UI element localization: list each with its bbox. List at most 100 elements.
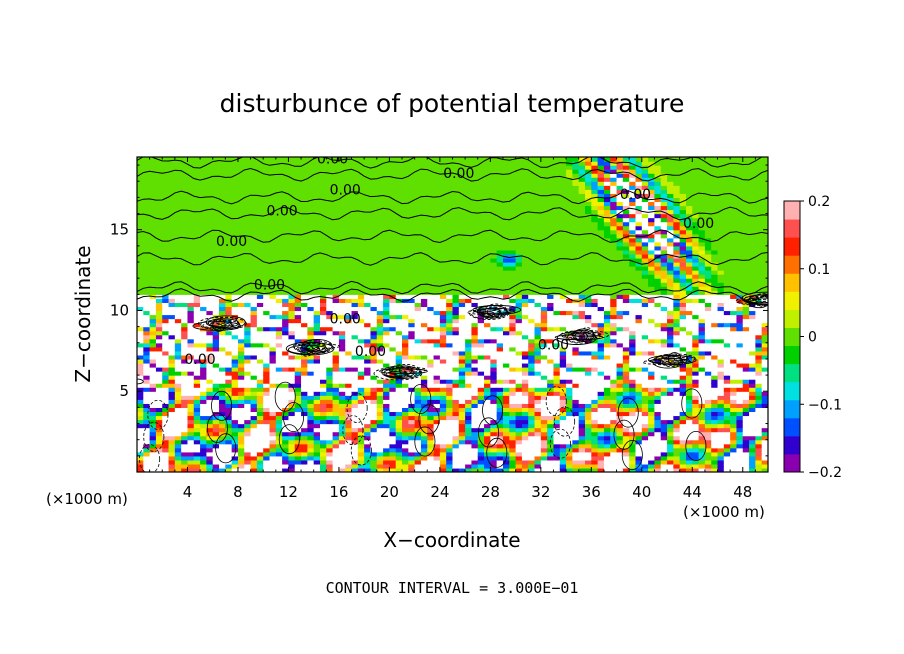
field-cell xyxy=(408,455,416,461)
field-cell xyxy=(345,447,353,453)
field-cell xyxy=(174,245,182,251)
field-cell xyxy=(471,427,479,433)
field-cell xyxy=(389,181,397,186)
field-cell xyxy=(231,193,239,198)
field-cell xyxy=(338,249,346,255)
field-cell xyxy=(490,330,498,336)
field-cell xyxy=(219,427,226,433)
field-cell xyxy=(212,423,220,429)
field-cell xyxy=(244,455,252,461)
field-cell xyxy=(490,423,498,429)
field-cell xyxy=(484,358,491,364)
field-cell xyxy=(301,354,308,360)
field-cell xyxy=(376,290,384,295)
field-cell xyxy=(402,294,409,299)
field-cell xyxy=(137,395,144,400)
field-cell xyxy=(294,262,302,267)
field-cell xyxy=(269,451,277,457)
field-cell xyxy=(490,177,498,182)
field-cell xyxy=(452,459,460,465)
field-cell xyxy=(484,427,491,433)
field-cell xyxy=(326,193,334,198)
field-cell xyxy=(433,221,441,227)
field-cell xyxy=(225,249,233,255)
field-cell xyxy=(521,354,529,360)
field-cell xyxy=(490,354,498,360)
field-cell xyxy=(351,237,359,243)
field-cell xyxy=(225,173,233,178)
field-cell xyxy=(237,330,245,336)
field-cell xyxy=(294,237,302,243)
field-cell xyxy=(376,403,384,408)
field-cell xyxy=(269,443,277,449)
field-cell xyxy=(174,379,182,384)
field-cell xyxy=(496,338,504,344)
field-cell xyxy=(187,221,195,227)
field-cell xyxy=(427,205,435,211)
field-cell xyxy=(263,217,271,223)
field-cell xyxy=(370,221,378,227)
field-cell xyxy=(155,371,163,376)
field-cell xyxy=(162,157,170,162)
field-cell xyxy=(200,245,208,251)
field-cell xyxy=(313,403,321,408)
field-cell xyxy=(219,451,226,457)
field-cell xyxy=(439,411,447,417)
field-cell xyxy=(471,257,479,263)
field-cell xyxy=(357,427,365,433)
field-cell xyxy=(294,217,302,223)
field-cell xyxy=(534,371,542,376)
field-cell xyxy=(534,431,542,437)
field-cell xyxy=(521,403,529,408)
field-cell xyxy=(465,383,473,388)
field-cell xyxy=(174,278,182,283)
field-cell xyxy=(452,350,460,356)
field-cell xyxy=(244,274,252,279)
field-cell xyxy=(162,435,170,441)
field-cell xyxy=(288,399,296,404)
field-cell xyxy=(452,165,460,170)
field-cell xyxy=(509,431,517,437)
field-cell xyxy=(477,189,485,194)
field-cell xyxy=(490,334,498,340)
field-cell xyxy=(149,266,157,271)
field-cell xyxy=(193,221,201,227)
field-cell xyxy=(244,435,252,441)
field-cell xyxy=(414,395,422,400)
field-cell xyxy=(326,403,334,408)
field-cell xyxy=(465,371,473,376)
field-cell xyxy=(269,201,277,207)
field-cell xyxy=(332,443,340,449)
field-cell xyxy=(326,358,334,364)
field-cell xyxy=(521,225,529,231)
field-cell xyxy=(515,205,523,211)
field-cell xyxy=(155,169,163,174)
field-cell xyxy=(357,318,365,324)
field-cell xyxy=(187,435,195,441)
field-cell xyxy=(288,455,296,461)
field-cell xyxy=(395,342,403,348)
field-cell xyxy=(200,354,208,360)
field-cell xyxy=(395,350,403,356)
field-cell xyxy=(162,338,170,344)
field-cell xyxy=(263,403,271,408)
field-cell xyxy=(256,358,264,364)
field-cell xyxy=(383,318,390,324)
field-cell xyxy=(452,229,460,235)
field-cell xyxy=(307,278,315,283)
field-cell xyxy=(307,371,315,376)
field-cell xyxy=(282,197,290,203)
field-cell xyxy=(471,282,479,287)
field-cell xyxy=(332,241,340,247)
field-cell xyxy=(294,463,302,469)
field-cell xyxy=(364,270,372,275)
field-cell xyxy=(244,177,252,182)
field-cell xyxy=(319,157,327,162)
field-cell xyxy=(263,213,271,219)
field-cell xyxy=(338,290,346,295)
field-cell xyxy=(502,286,510,291)
field-cell xyxy=(452,245,460,251)
field-cell xyxy=(143,379,151,384)
field-cell xyxy=(187,217,195,223)
field-cell xyxy=(326,205,334,211)
